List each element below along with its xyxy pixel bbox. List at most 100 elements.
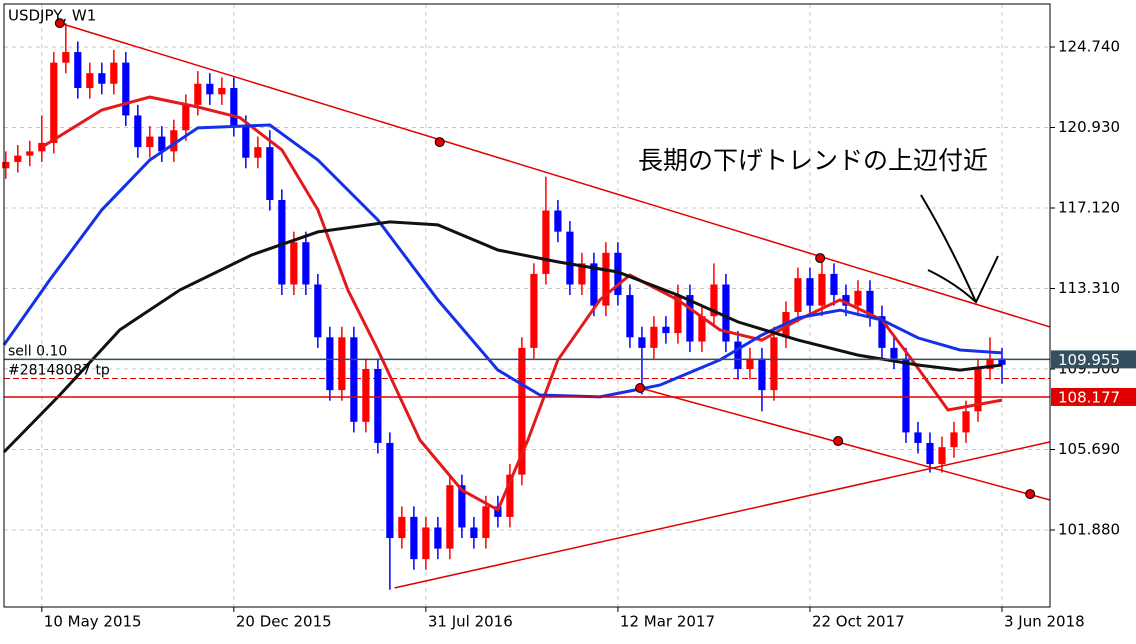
- candle-body: [242, 126, 250, 158]
- candle-body: [878, 316, 886, 348]
- candle-body: [554, 210, 562, 232]
- candle-body: [974, 369, 982, 412]
- candle-body: [794, 278, 802, 312]
- y-tick-label: 105.690: [1058, 440, 1120, 458]
- candle-body: [254, 147, 262, 158]
- moving-average-line: [2, 220, 1003, 454]
- candle-body: [614, 252, 622, 296]
- candle-body: [122, 62, 130, 116]
- anchor-point: [1025, 489, 1036, 500]
- candle-body: [602, 252, 610, 306]
- candle-body: [458, 485, 466, 528]
- candle-body: [98, 73, 106, 84]
- candle-body: [26, 151, 34, 156]
- candle-body: [182, 104, 190, 131]
- candle-body: [506, 474, 514, 517]
- candle-body: [986, 358, 994, 370]
- candle-body: [62, 52, 70, 63]
- candle-body: [746, 358, 754, 370]
- candle-body: [134, 115, 142, 148]
- candle-body: [638, 337, 646, 348]
- candle-body: [422, 527, 430, 560]
- candle-body: [38, 142, 46, 152]
- candle-body: [710, 284, 718, 317]
- annotation: 長期の下げトレンドの上辺付近: [638, 146, 988, 175]
- candle-body: [398, 516, 406, 539]
- candle-body: [950, 432, 958, 448]
- candle-body: [350, 337, 358, 422]
- candle-body: [962, 411, 970, 433]
- anchor-point: [833, 436, 844, 447]
- candle-body: [530, 273, 538, 348]
- plot-frame: [3, 3, 1051, 608]
- candle-body: [686, 295, 694, 342]
- candle-body: [698, 316, 706, 342]
- candle-body: [146, 136, 154, 148]
- candle-body: [842, 295, 850, 306]
- candle-body: [326, 337, 334, 391]
- y-tick-label: 120.930: [1058, 118, 1120, 136]
- candle-body: [998, 358, 1006, 365]
- y-tick-label: 124.740: [1058, 37, 1120, 55]
- candle-body: [206, 83, 214, 95]
- candle-body: [86, 73, 94, 88]
- candle-body: [890, 347, 898, 359]
- candle-body: [14, 155, 22, 162]
- x-tick-label: 3 Jun 2018: [1004, 613, 1085, 631]
- candle-body: [386, 442, 394, 539]
- candle-body: [518, 347, 526, 475]
- x-tick-label: 10 May 2015: [44, 613, 142, 631]
- candle-body: [302, 242, 310, 285]
- candle-body: [362, 369, 370, 422]
- price-box: [1051, 350, 1136, 369]
- candle-body: [110, 62, 118, 84]
- candle-body: [926, 442, 934, 465]
- trendline: [59, 22, 1051, 328]
- candle-body: [470, 527, 478, 539]
- candle-body: [494, 506, 502, 517]
- candle-body: [170, 130, 178, 152]
- chart-title: USDJPY, W1: [8, 7, 96, 25]
- candle-body: [374, 369, 382, 443]
- candle-body: [938, 447, 946, 465]
- x-tick-label: 12 Mar 2017: [620, 613, 715, 631]
- candle-body: [194, 83, 202, 105]
- x-tick-label: 20 Dec 2015: [236, 613, 332, 631]
- candle-body: [290, 242, 298, 285]
- anchor-point: [635, 383, 646, 394]
- anchor-point: [434, 137, 445, 148]
- candle-body: [74, 52, 82, 88]
- candle-body: [662, 326, 670, 334]
- candle-body: [806, 278, 814, 306]
- candle-body: [434, 527, 442, 549]
- candle-body: [722, 284, 730, 342]
- candle-body: [578, 263, 586, 285]
- candle-body: [914, 432, 922, 443]
- price-box: [1051, 387, 1136, 406]
- candle-body: [818, 273, 826, 306]
- price-box-label: 109.955: [1058, 351, 1120, 369]
- candle-body: [854, 290, 862, 306]
- anchor-point: [815, 253, 826, 264]
- hand-drawn-arrow: [920, 194, 999, 304]
- x-tick-label: 31 Jul 2016: [428, 613, 513, 631]
- order-label: #28148087 tp: [8, 363, 110, 379]
- candle-body: [218, 87, 226, 95]
- candle-body: [734, 341, 742, 370]
- candle-body: [338, 337, 346, 391]
- candle-body: [770, 337, 778, 391]
- candle-body: [410, 516, 418, 560]
- candle-body: [2, 161, 10, 169]
- trendline: [394, 441, 1051, 589]
- candle-body: [830, 273, 838, 296]
- candle-body: [266, 147, 274, 200]
- candle-body: [866, 290, 874, 317]
- order-label: sell 0.10: [8, 343, 67, 359]
- anchor-point: [54, 18, 65, 29]
- candle-body: [158, 136, 166, 152]
- y-tick-label: 113.310: [1058, 279, 1120, 297]
- candle-body: [674, 295, 682, 334]
- candle-body: [314, 284, 322, 338]
